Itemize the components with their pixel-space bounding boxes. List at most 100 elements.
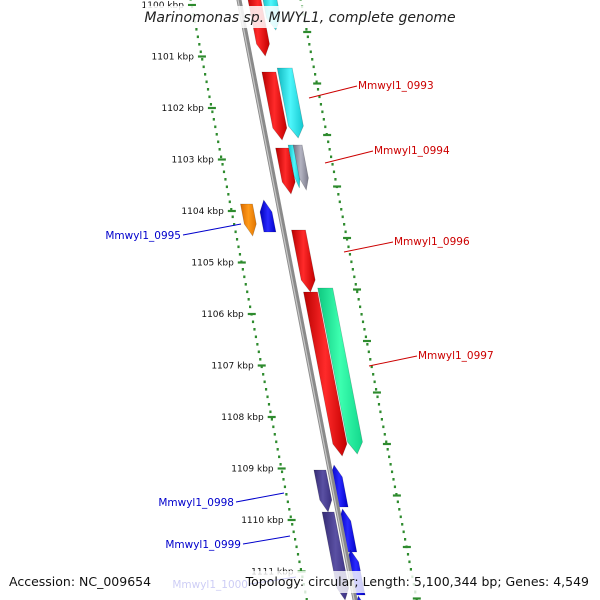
gene-label-mmwyl1-0995-leader: [182, 223, 242, 236]
right-track-dot: [321, 110, 324, 114]
left-track-dot: [289, 515, 292, 519]
right-track-dot: [341, 215, 344, 219]
genome-backbone: [236, 0, 358, 600]
right-track-dot: [312, 65, 315, 69]
left-track-dot: [279, 463, 282, 466]
gene-label-mmwyl1-0998-leader: [235, 492, 285, 503]
gene-arrow-cyan[interactable]: [276, 67, 304, 139]
right-track-dot: [364, 335, 368, 339]
right-track-dot: [367, 350, 370, 354]
gene-label-mmwyl1-0993-leader: [308, 85, 358, 99]
gene-label-mmwyl1-0999-leader: [242, 535, 291, 545]
right-track-dot: [399, 515, 402, 519]
title-background: [145, 6, 455, 28]
gene-arrow-mmwyl1-0997[interactable]: [303, 291, 348, 457]
right-track-dot: [398, 508, 401, 511]
left-track-dot: [291, 523, 294, 526]
right-track-dot: [380, 418, 383, 421]
right-track-dot: [390, 470, 394, 474]
left-track-dot: [263, 380, 266, 384]
right-track-dot: [376, 395, 379, 399]
left-track-dot: [296, 553, 300, 556]
right-track-dot: [344, 230, 347, 234]
right-track-dot: [315, 80, 318, 84]
gene-arrow-mmwyl1-0996[interactable]: [291, 229, 316, 293]
right-track-dot: [314, 73, 317, 76]
left-track-dot: [235, 238, 239, 241]
left-track-dot: [292, 530, 295, 534]
left-track-dot: [288, 508, 291, 511]
right-track-dot: [404, 538, 407, 541]
left-track-dot: [276, 448, 279, 451]
right-track-dot: [377, 403, 381, 406]
right-track-dot: [334, 178, 337, 181]
left-track-dot: [227, 193, 230, 196]
gene-arrow-mmwyl1-0993[interactable]: [261, 71, 288, 141]
left-track-dot: [214, 125, 217, 129]
gene-label-mmwyl1-0993[interactable]: Mmwyl1_0993: [358, 80, 434, 92]
gene-arrow-mmwyl1-0995[interactable]: [240, 203, 257, 237]
right-track-dot: [370, 365, 373, 369]
left-track-dot: [264, 388, 268, 391]
left-track-dot: [237, 245, 240, 249]
right-track-dot: [316, 88, 320, 91]
right-track-dot: [357, 298, 360, 301]
left-track-dot: [218, 148, 221, 151]
left-track-dot: [222, 170, 226, 174]
gene-label-mmwyl1-0994-leader: [324, 150, 374, 164]
right-track-dot: [319, 103, 323, 106]
left-track-dot: [215, 133, 218, 136]
left-track-dot: [260, 365, 263, 369]
right-track-dot: [305, 28, 308, 31]
right-track-dot: [332, 170, 336, 174]
right-track-dot: [351, 268, 354, 271]
left-track-dot: [269, 410, 272, 414]
gene-arrow-gray[interactable]: [292, 144, 309, 191]
gene-label-mmwyl1-0997[interactable]: Mmwyl1_0997: [418, 350, 494, 362]
left-track-dot: [206, 88, 210, 91]
right-track-dot: [331, 163, 334, 166]
left-track-dot: [275, 440, 278, 444]
right-track-dot: [327, 140, 330, 144]
left-track-dot: [209, 103, 213, 106]
left-track-dot: [205, 80, 208, 84]
kbp-label: 1106 kbp: [201, 310, 244, 320]
kbp-label: 1103 kbp: [171, 156, 214, 166]
left-track-dot: [270, 418, 273, 421]
left-track-dot: [231, 215, 234, 219]
gene-label-mmwyl1-0996[interactable]: Mmwyl1_0996: [394, 236, 470, 248]
right-track-dot: [345, 238, 349, 241]
left-track-dot: [280, 470, 284, 474]
left-track-dot: [294, 538, 297, 541]
left-track-dot: [202, 65, 205, 69]
accession-text: Accession: NC_009654: [9, 574, 151, 589]
right-track-dot: [356, 290, 359, 294]
right-track-dot: [396, 500, 399, 504]
right-track-dot: [374, 388, 378, 391]
gene-label-mmwyl1-0997-leader: [368, 355, 418, 367]
gene-arrow-green[interactable]: [317, 287, 363, 455]
gene-label-mmwyl1-0996-leader: [343, 241, 394, 253]
right-track-dot: [392, 478, 395, 481]
gene-label-mmwyl1-0998[interactable]: Mmwyl1_0998: [158, 497, 234, 509]
left-track-dot: [224, 178, 227, 181]
left-track-dot: [234, 230, 237, 234]
right-track-dot: [360, 313, 363, 316]
right-track-dot: [348, 253, 352, 256]
gene-arrow-blue[interactable]: [259, 199, 277, 233]
right-track-dot: [383, 433, 386, 436]
left-track-dot: [298, 560, 301, 564]
kbp-label: 1107 kbp: [211, 362, 254, 372]
gene-arrow-mmwyl1-0998[interactable]: [313, 469, 333, 513]
left-track-dot: [195, 28, 198, 31]
gene-label-mmwyl1-0994[interactable]: Mmwyl1_0994: [374, 145, 450, 157]
gene-label-mmwyl1-0995[interactable]: Mmwyl1_0995: [105, 230, 181, 242]
right-track-dot: [409, 568, 413, 571]
left-track-dot: [199, 50, 202, 54]
gene-label-mmwyl1-0999[interactable]: Mmwyl1_0999: [165, 539, 241, 551]
gene-arrow-blue[interactable]: [355, 595, 368, 600]
gene-arrow-mmwyl1-0994[interactable]: [275, 147, 296, 195]
left-track-dot: [212, 118, 215, 121]
left-track-dot: [217, 140, 220, 144]
